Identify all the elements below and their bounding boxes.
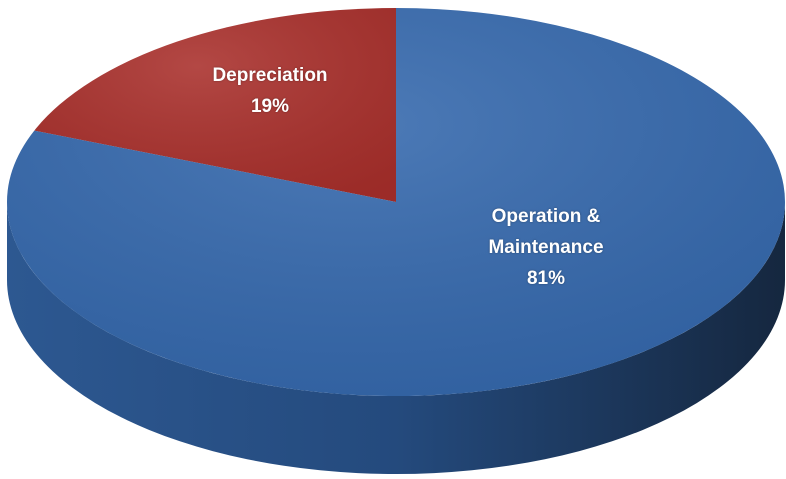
- slice-shade: [6, 8, 786, 396]
- slice-side: [7, 202, 785, 474]
- slice-label: Depreciation: [212, 65, 328, 86]
- slice-shade: [34, 8, 396, 202]
- slice-label: Operation & Maintenance: [488, 206, 604, 258]
- slice-value-label: 19%: [250, 96, 290, 117]
- slice-value-label: 81%: [526, 268, 566, 289]
